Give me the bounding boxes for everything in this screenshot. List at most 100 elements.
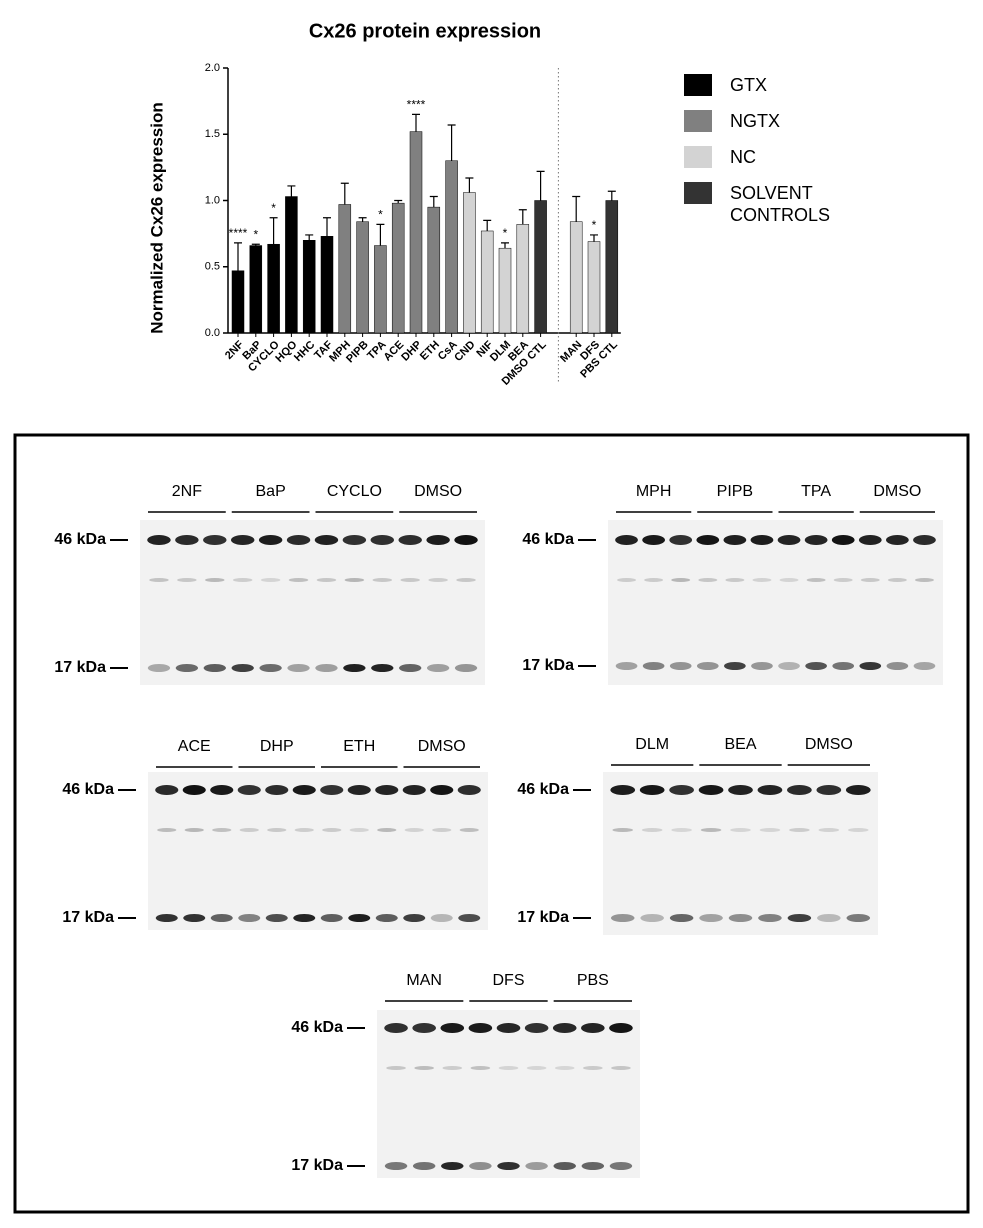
error-bar xyxy=(607,190,616,201)
band-17 xyxy=(231,664,254,672)
band-faint xyxy=(456,578,476,582)
band-faint xyxy=(260,578,281,582)
band-17 xyxy=(403,914,426,922)
band-46 xyxy=(831,535,855,545)
band-46 xyxy=(787,785,812,795)
band-faint xyxy=(349,828,369,832)
band-17 xyxy=(371,664,394,672)
band-17 xyxy=(320,914,343,922)
band-faint xyxy=(554,1066,575,1070)
band-17 xyxy=(640,914,664,922)
bar xyxy=(302,240,316,334)
marker-label: 46 kDa xyxy=(54,531,106,548)
band-46 xyxy=(609,1023,633,1033)
band-46 xyxy=(147,535,171,545)
bar xyxy=(338,204,352,334)
lane-group-label: BEA xyxy=(724,736,756,753)
band-17 xyxy=(343,664,366,672)
band-faint xyxy=(806,578,826,582)
blot-image xyxy=(377,1010,640,1178)
lane-group-label: CYCLO xyxy=(327,483,382,500)
legend-swatch xyxy=(684,110,712,132)
band-46 xyxy=(639,785,665,795)
band-faint xyxy=(818,828,840,832)
band-faint xyxy=(205,578,225,582)
error-bar xyxy=(412,113,420,132)
significance: **** xyxy=(407,98,426,112)
band-17 xyxy=(886,662,909,670)
band-17 xyxy=(553,1162,576,1170)
band-17 xyxy=(805,662,827,670)
error-bar xyxy=(323,217,331,237)
band-46 xyxy=(454,535,478,545)
band-faint xyxy=(730,828,751,832)
marker-label: 46 kDa xyxy=(291,1019,343,1036)
band-46 xyxy=(468,1023,493,1033)
band-17 xyxy=(751,662,773,670)
band-faint xyxy=(344,578,365,582)
band-46 xyxy=(175,535,199,545)
bar xyxy=(427,206,441,334)
band-faint xyxy=(212,828,232,832)
marker-label: 46 kDa xyxy=(522,531,574,548)
band-46 xyxy=(440,1023,465,1033)
bar xyxy=(356,221,369,334)
bar xyxy=(285,196,298,334)
error-bar xyxy=(305,234,314,241)
error-bar xyxy=(518,209,527,225)
error-bar xyxy=(536,170,545,201)
error-bar xyxy=(234,242,242,271)
band-46 xyxy=(524,1023,549,1033)
band-faint xyxy=(644,578,664,582)
bar xyxy=(463,192,476,334)
band-46 xyxy=(669,535,693,545)
y-tick-label: 1.5 xyxy=(205,128,220,140)
band-faint xyxy=(386,1066,406,1070)
band-17 xyxy=(609,1162,633,1170)
error-bar xyxy=(376,223,385,246)
band-faint xyxy=(789,828,810,832)
error-bar xyxy=(340,182,349,205)
band-faint xyxy=(157,828,177,832)
band-17 xyxy=(642,662,665,670)
band-faint xyxy=(404,828,424,832)
band-faint xyxy=(470,1066,491,1070)
band-46 xyxy=(412,1023,436,1033)
band-17 xyxy=(581,1162,605,1170)
error-bar xyxy=(572,195,581,222)
band-faint xyxy=(611,1066,631,1070)
band-46 xyxy=(457,785,481,795)
band-17 xyxy=(430,914,453,922)
band-17 xyxy=(669,914,694,922)
bar xyxy=(534,200,547,334)
band-46 xyxy=(886,535,909,545)
band-17 xyxy=(615,662,638,670)
band-faint xyxy=(288,578,309,582)
blot-image xyxy=(148,772,488,930)
band-46 xyxy=(320,785,344,795)
lane-group-label: DMSO xyxy=(418,738,466,755)
band-faint xyxy=(414,1066,435,1070)
band-46 xyxy=(615,535,638,545)
band-17 xyxy=(375,914,398,922)
band-17 xyxy=(315,664,338,672)
significance: * xyxy=(253,227,258,241)
band-17 xyxy=(384,1162,408,1170)
significance: * xyxy=(592,218,597,232)
bar xyxy=(516,224,530,334)
band-46 xyxy=(430,785,454,795)
band-46 xyxy=(230,535,255,545)
band-17 xyxy=(817,914,841,922)
legend-item: GTX xyxy=(684,74,884,96)
legend-item: NGTX xyxy=(684,110,884,132)
band-17 xyxy=(155,914,178,922)
bar xyxy=(409,131,423,334)
band-faint xyxy=(149,578,169,582)
band-17 xyxy=(454,664,478,672)
band-faint xyxy=(322,828,342,832)
bar xyxy=(569,221,583,334)
blot-frame xyxy=(13,433,970,1214)
lane-group-label: MAN xyxy=(406,972,442,989)
marker-label: 17 kDa xyxy=(517,909,569,926)
band-faint xyxy=(725,578,745,582)
